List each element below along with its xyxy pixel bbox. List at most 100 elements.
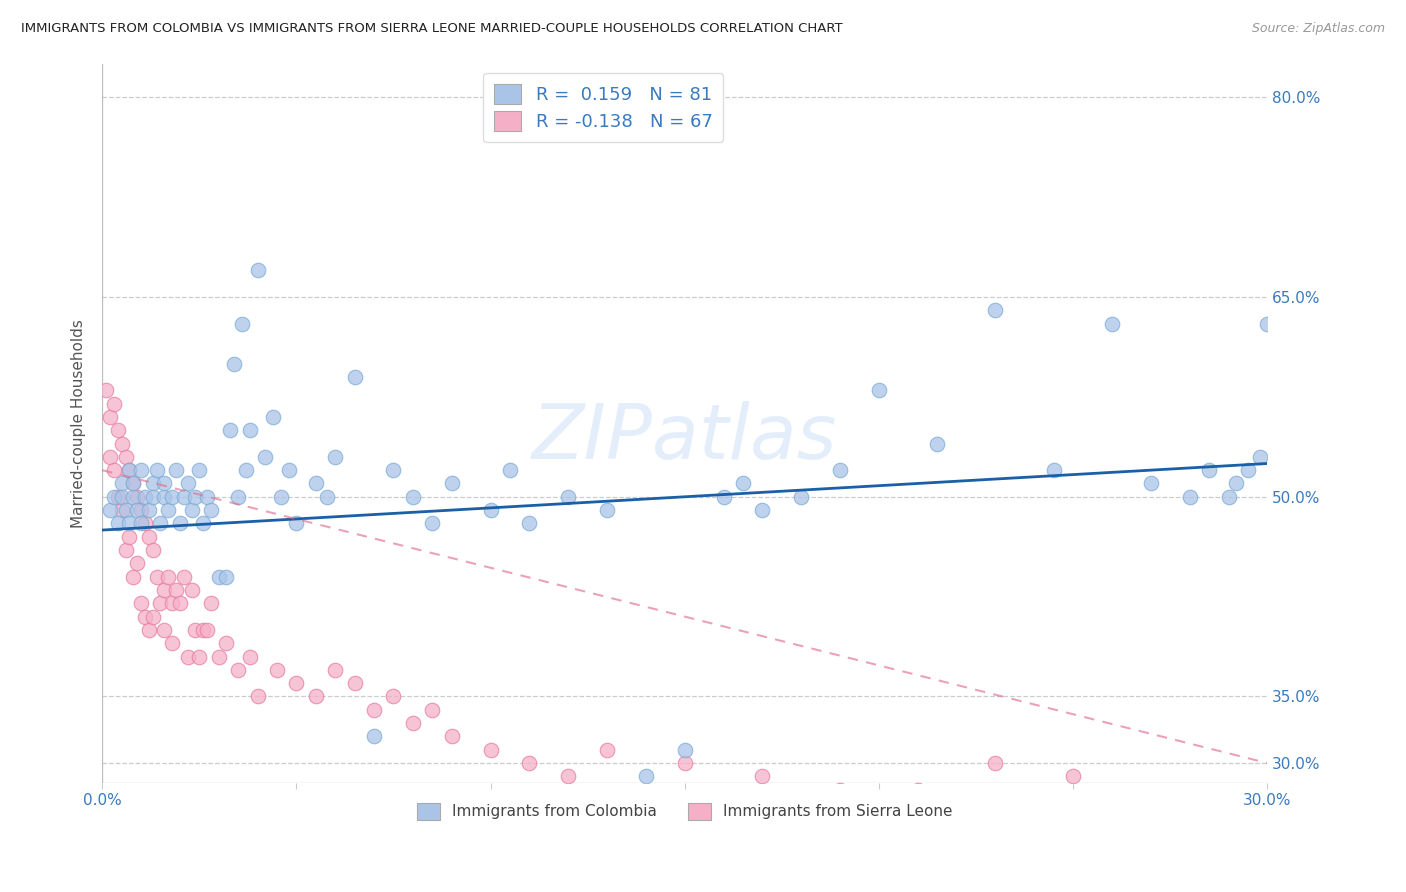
Point bbox=[790, 490, 813, 504]
Point bbox=[208, 649, 231, 664]
Point bbox=[122, 476, 145, 491]
Point bbox=[98, 503, 121, 517]
Point bbox=[751, 769, 773, 783]
Point bbox=[127, 557, 149, 571]
Point bbox=[149, 516, 172, 531]
Point bbox=[103, 396, 125, 410]
Point bbox=[254, 450, 277, 464]
Point bbox=[673, 756, 696, 770]
Point bbox=[1225, 476, 1247, 491]
Point bbox=[285, 676, 308, 690]
Point bbox=[165, 463, 187, 477]
Point bbox=[118, 530, 141, 544]
Point bbox=[129, 516, 152, 531]
Point bbox=[596, 743, 619, 757]
Point bbox=[160, 596, 183, 610]
Point bbox=[1178, 490, 1201, 504]
Point bbox=[907, 782, 929, 797]
Point bbox=[153, 623, 176, 637]
Point bbox=[219, 423, 242, 437]
Point bbox=[830, 782, 852, 797]
Point bbox=[103, 463, 125, 477]
Point bbox=[246, 690, 269, 704]
Point bbox=[153, 582, 176, 597]
Point bbox=[118, 463, 141, 477]
Point bbox=[479, 503, 502, 517]
Point bbox=[129, 463, 152, 477]
Point bbox=[440, 476, 463, 491]
Point bbox=[1101, 317, 1123, 331]
Point bbox=[169, 516, 191, 531]
Point bbox=[751, 503, 773, 517]
Point bbox=[402, 716, 425, 731]
Point bbox=[122, 476, 145, 491]
Point bbox=[305, 476, 328, 491]
Point bbox=[479, 743, 502, 757]
Point bbox=[270, 490, 292, 504]
Point bbox=[138, 530, 160, 544]
Point bbox=[138, 503, 160, 517]
Point bbox=[188, 463, 211, 477]
Point bbox=[246, 263, 269, 277]
Point bbox=[266, 663, 288, 677]
Point bbox=[596, 503, 619, 517]
Point bbox=[195, 623, 218, 637]
Point bbox=[1062, 769, 1084, 783]
Point bbox=[142, 490, 165, 504]
Point bbox=[134, 516, 156, 531]
Point bbox=[224, 357, 246, 371]
Point bbox=[200, 596, 222, 610]
Text: IMMIGRANTS FROM COLOMBIA VS IMMIGRANTS FROM SIERRA LEONE MARRIED-COUPLE HOUSEHOL: IMMIGRANTS FROM COLOMBIA VS IMMIGRANTS F… bbox=[21, 22, 842, 36]
Point bbox=[180, 582, 202, 597]
Point bbox=[157, 503, 180, 517]
Point bbox=[111, 436, 134, 450]
Point bbox=[111, 490, 134, 504]
Point bbox=[160, 636, 183, 650]
Point bbox=[153, 490, 176, 504]
Point bbox=[731, 476, 754, 491]
Y-axis label: Married-couple Households: Married-couple Households bbox=[72, 319, 86, 528]
Point bbox=[208, 569, 231, 583]
Point bbox=[305, 690, 328, 704]
Point bbox=[122, 490, 145, 504]
Point bbox=[868, 384, 890, 398]
Point bbox=[127, 490, 149, 504]
Point bbox=[215, 569, 238, 583]
Point bbox=[176, 476, 198, 491]
Point bbox=[169, 596, 191, 610]
Text: ZIPatlas: ZIPatlas bbox=[531, 401, 838, 475]
Point bbox=[1249, 450, 1271, 464]
Point bbox=[323, 663, 346, 677]
Point bbox=[1198, 463, 1220, 477]
Point bbox=[98, 409, 121, 424]
Point bbox=[927, 436, 949, 450]
Point bbox=[239, 423, 262, 437]
Point bbox=[402, 490, 425, 504]
Point bbox=[420, 516, 443, 531]
Point bbox=[231, 317, 253, 331]
Point bbox=[557, 769, 579, 783]
Point bbox=[193, 516, 215, 531]
Point bbox=[129, 503, 152, 517]
Point bbox=[114, 503, 136, 517]
Point bbox=[195, 490, 218, 504]
Point bbox=[145, 569, 167, 583]
Point bbox=[420, 703, 443, 717]
Point bbox=[215, 636, 238, 650]
Point bbox=[142, 609, 165, 624]
Point bbox=[285, 516, 308, 531]
Point bbox=[634, 769, 657, 783]
Point bbox=[127, 503, 149, 517]
Point bbox=[984, 303, 1007, 318]
Point bbox=[226, 490, 249, 504]
Point bbox=[1140, 476, 1163, 491]
Point bbox=[118, 516, 141, 531]
Point bbox=[277, 463, 299, 477]
Point bbox=[184, 490, 207, 504]
Point bbox=[134, 490, 156, 504]
Point bbox=[557, 490, 579, 504]
Point bbox=[235, 463, 257, 477]
Point bbox=[519, 756, 541, 770]
Point bbox=[184, 623, 207, 637]
Point bbox=[165, 582, 187, 597]
